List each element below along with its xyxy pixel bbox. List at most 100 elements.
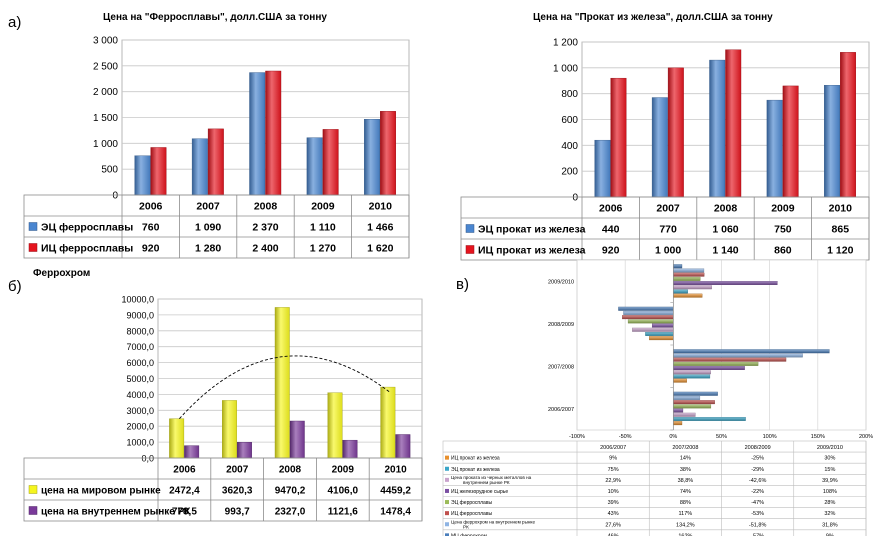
chart-v-legend-key: [445, 500, 449, 505]
chart-v-bar: [673, 264, 683, 269]
chart-a1-ytick: 500: [101, 165, 118, 176]
chart-v-data-label: 134,2%: [676, 522, 695, 528]
chart-a2-data-label: 770: [659, 224, 677, 236]
chart-a1-bar: [380, 111, 396, 196]
chart-a1-data-label: 920: [142, 243, 160, 255]
chart-a1-ytick: 0: [112, 191, 118, 202]
chart-b-bar: [169, 418, 185, 459]
chart-a1-bar: [150, 147, 167, 196]
chart-v-data-label: 46%: [608, 533, 619, 536]
chart-v-data-label: -42,6%: [749, 478, 767, 484]
chart-v-bar: [673, 281, 778, 285]
chart-a1-category-label: 2007: [196, 201, 220, 213]
chart-a2-data-label: 1 000: [655, 245, 681, 257]
chart-v-bar: [651, 323, 674, 328]
chart-v-data-label: 43%: [608, 511, 619, 517]
chart-a2-data-label: 750: [774, 224, 792, 236]
chart-v-legend-key: [445, 511, 449, 516]
chart-b-ytick: 1000,0: [126, 438, 154, 448]
chart-a2-ytick: 600: [561, 115, 578, 126]
chart-a2-ytick: 0: [572, 193, 578, 204]
chart-b-bar: [184, 445, 200, 459]
chart-v-bar: [673, 391, 718, 396]
chart-b-data-label: 1478,4: [380, 507, 411, 518]
chart-a1-category-label: 2006: [139, 201, 163, 213]
chart-v-series-name: ИЦ железорудное сырье: [451, 489, 508, 495]
chart-b-ytick: 4000,0: [126, 390, 154, 400]
chart-a1-data-label: 1 620: [367, 243, 393, 255]
chart-b-category-label: 2010: [384, 465, 407, 476]
chart-v-data-label: 38%: [680, 467, 691, 473]
panel-label-a: а): [8, 14, 22, 31]
panel-label-v: в): [456, 276, 469, 293]
chart-a2-series-name: ЭЦ прокат из железа: [478, 224, 586, 236]
chart-a1-ytick: 1 000: [93, 139, 118, 150]
chart-a1-series-name: ИЦ ферросплавы: [41, 243, 133, 255]
chart-v-table-header: 2006/2007: [600, 445, 626, 451]
chart-b-ytick: 9000,0: [126, 310, 154, 320]
chart-a2-category-label: 2009: [771, 203, 795, 215]
chart-a2-data-label: 1 120: [827, 245, 853, 257]
chart-a1-data-label: 2 400: [252, 243, 278, 255]
chart-a1-data-label: 1 466: [367, 222, 393, 234]
chart-b-category-label: 2007: [226, 465, 249, 476]
chart-b-ytick: 3000,0: [126, 406, 154, 416]
chart-v-group-label: 2009/2010: [548, 279, 574, 285]
chart-v-bar: [673, 421, 683, 426]
chart-a1-data-label: 760: [142, 222, 160, 234]
chart-a1-bar: [134, 155, 151, 196]
chart-v-bar: [673, 416, 746, 421]
chart-v-data-label: -57%: [751, 533, 764, 536]
chart-b-data-label: 993,7: [225, 507, 250, 518]
chart-v-bar: [632, 327, 674, 332]
chart-b-legend-key: [28, 485, 38, 494]
chart-b-ytick: 2000,0: [126, 422, 154, 432]
chart-a1-data-label: 1 270: [310, 243, 336, 255]
chart-v-series-name: Цена проката из черных металлов на внутре…: [451, 475, 532, 485]
chart-v-bar: [623, 310, 674, 315]
chart-a2-category-label: 2006: [599, 203, 623, 215]
chart-b-data-label: 778,5: [172, 507, 197, 518]
chart-v-bar: [627, 319, 674, 324]
chart-b-series-name: цена на внутреннем рынке РК: [41, 507, 191, 518]
chart-v-series-name: Цена феррохром на внутреннем рынке РК: [451, 519, 535, 529]
chart-v-bar: [673, 412, 696, 417]
chart-b-series-name: цена на мировом рынке: [41, 486, 161, 497]
chart-v-legend-key: [445, 522, 449, 527]
chart-v-bar: [673, 404, 712, 409]
chart-b-data-label: 2472,4: [169, 486, 200, 497]
chart-v-data-label: -29%: [751, 467, 764, 473]
chart-v-legend-key: [445, 455, 449, 460]
panel-label-b: б): [8, 278, 22, 295]
chart-a2-bar: [610, 77, 627, 198]
chart-v-data-label: 162%: [678, 533, 692, 536]
chart-v-data-label: 117%: [679, 511, 693, 517]
chart-a2-category-label: 2008: [714, 203, 738, 215]
chart-a2-legend-key: [465, 245, 475, 254]
chart-b-bar: [221, 400, 237, 459]
chart-v-data-label: 75%: [608, 467, 619, 473]
chart-a1-category-label: 2008: [254, 201, 278, 213]
chart-a1-bar: [322, 129, 339, 196]
chart-v-data-label: 9%: [609, 456, 617, 462]
chart-b-ytick: 10000,0: [121, 295, 154, 305]
chart-v-group-label: 2006/2007: [548, 407, 574, 413]
chart-v-data-label: 10%: [608, 489, 619, 495]
chart-v-bar: [673, 285, 712, 290]
chart-v-data-label: 30%: [824, 456, 835, 462]
chart-a2-ytick: 200: [561, 167, 578, 178]
chart-v-bar: [673, 400, 715, 405]
chart-v-data-label: 22,9%: [605, 478, 621, 484]
chart-v-bar: [673, 349, 830, 354]
chart-b-bar: [289, 420, 305, 459]
chart-a1-ytick: 1 500: [93, 113, 118, 124]
chart-b-data-label: 1121,6: [328, 507, 358, 518]
chart-a2-data-label: 860: [774, 245, 792, 257]
chart-v-series-name: МЦ феррохром: [451, 533, 487, 536]
chart-v-data-label: 28%: [824, 500, 835, 506]
chart-v-xtick: 150%: [811, 434, 825, 440]
chart-b-trendline: [179, 355, 391, 419]
chart-v-data-label: 39%: [608, 500, 619, 506]
chart-v-bar: [673, 408, 684, 413]
